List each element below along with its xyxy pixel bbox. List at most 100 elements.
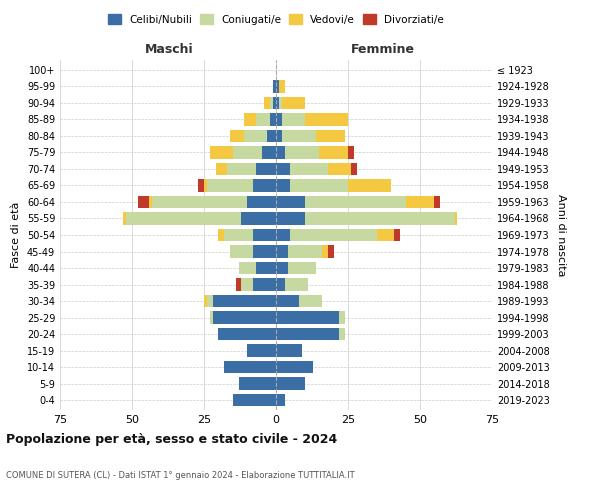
Bar — [276, 130, 282, 142]
Bar — [253, 278, 276, 290]
Bar — [276, 229, 290, 241]
Bar — [340, 312, 345, 324]
Bar — [282, 96, 305, 109]
Bar — [247, 344, 276, 357]
Bar — [210, 312, 212, 324]
Bar — [305, 212, 455, 224]
Bar — [276, 344, 302, 357]
Bar — [276, 394, 284, 406]
Bar — [207, 180, 253, 192]
Bar — [244, 113, 256, 126]
Bar — [253, 180, 276, 192]
Bar — [256, 262, 276, 274]
Bar — [230, 246, 253, 258]
Bar — [290, 229, 377, 241]
Bar — [126, 212, 241, 224]
Bar — [276, 295, 299, 307]
Bar — [276, 96, 279, 109]
Bar — [290, 180, 348, 192]
Bar — [276, 378, 305, 390]
Y-axis label: Anni di nascita: Anni di nascita — [556, 194, 566, 276]
Bar — [124, 212, 126, 224]
Bar — [377, 229, 394, 241]
Bar — [340, 328, 345, 340]
Bar — [215, 163, 227, 175]
Bar — [276, 361, 313, 374]
Bar — [253, 246, 276, 258]
Bar — [207, 295, 212, 307]
Bar — [241, 278, 253, 290]
Bar — [212, 312, 276, 324]
Bar — [276, 80, 279, 92]
Bar — [279, 80, 284, 92]
Bar — [149, 196, 152, 208]
Bar — [287, 246, 322, 258]
Bar — [322, 246, 328, 258]
Bar — [198, 180, 204, 192]
Bar — [276, 196, 305, 208]
Bar — [233, 394, 276, 406]
Bar — [270, 113, 276, 126]
Bar — [241, 212, 276, 224]
Bar — [328, 246, 334, 258]
Bar — [406, 196, 434, 208]
Bar — [247, 196, 276, 208]
Bar — [279, 96, 282, 109]
Bar — [236, 278, 241, 290]
Bar — [316, 130, 345, 142]
Bar — [239, 378, 276, 390]
Bar — [290, 163, 328, 175]
Bar — [276, 146, 284, 158]
Y-axis label: Fasce di età: Fasce di età — [11, 202, 21, 268]
Bar — [244, 130, 268, 142]
Bar — [328, 163, 351, 175]
Bar — [434, 196, 440, 208]
Bar — [348, 180, 391, 192]
Bar — [212, 295, 276, 307]
Bar — [270, 96, 273, 109]
Bar — [273, 80, 276, 92]
Bar — [276, 212, 305, 224]
Bar — [299, 295, 322, 307]
Bar — [253, 229, 276, 241]
Bar — [276, 246, 287, 258]
Bar — [152, 196, 247, 208]
Bar — [348, 146, 354, 158]
Bar — [224, 229, 253, 241]
Bar — [305, 196, 406, 208]
Bar — [204, 295, 207, 307]
Legend: Celibi/Nubili, Coniugati/e, Vedovi/e, Divorziati/e: Celibi/Nubili, Coniugati/e, Vedovi/e, Di… — [104, 10, 448, 29]
Bar — [284, 278, 308, 290]
Bar — [282, 130, 316, 142]
Bar — [218, 229, 224, 241]
Bar — [268, 130, 276, 142]
Bar — [218, 328, 276, 340]
Bar — [204, 180, 207, 192]
Bar — [276, 312, 340, 324]
Bar — [276, 328, 340, 340]
Bar — [287, 262, 316, 274]
Bar — [273, 96, 276, 109]
Bar — [394, 229, 400, 241]
Bar — [276, 163, 290, 175]
Bar — [256, 113, 270, 126]
Bar — [276, 262, 287, 274]
Bar — [351, 163, 356, 175]
Bar — [233, 146, 262, 158]
Text: COMUNE DI SUTERA (CL) - Dati ISTAT 1° gennaio 2024 - Elaborazione TUTTITALIA.IT: COMUNE DI SUTERA (CL) - Dati ISTAT 1° ge… — [6, 470, 355, 480]
Bar — [138, 196, 149, 208]
Bar — [265, 96, 270, 109]
Text: Popolazione per età, sesso e stato civile - 2024: Popolazione per età, sesso e stato civil… — [6, 432, 337, 446]
Bar — [224, 361, 276, 374]
Bar — [276, 113, 282, 126]
Bar — [305, 113, 348, 126]
Bar — [455, 212, 457, 224]
Bar — [276, 180, 290, 192]
Bar — [210, 146, 233, 158]
Bar — [282, 113, 305, 126]
Bar — [276, 278, 284, 290]
Bar — [239, 262, 256, 274]
Text: Maschi: Maschi — [145, 44, 194, 57]
Bar — [227, 163, 256, 175]
Bar — [284, 146, 319, 158]
